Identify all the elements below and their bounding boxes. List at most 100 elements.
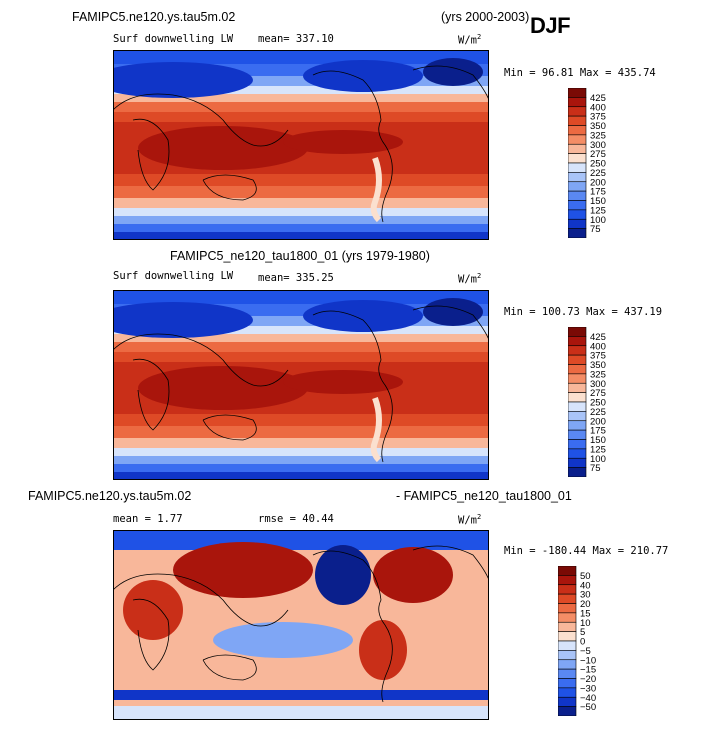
panel1-colorbar-box-14 [568, 218, 587, 229]
panel2-map-band [113, 326, 489, 334]
panel2-units-text: W/m [458, 273, 477, 286]
panel1-map-frame [113, 50, 489, 240]
panel3-units: W/m2 [458, 510, 481, 528]
panel2-colorbar-box-9 [568, 411, 587, 422]
panel2-colorbar-box-6 [568, 382, 587, 393]
panel2-colorbar-label: 200 [590, 416, 606, 427]
panel1-colorbar-box-7 [568, 153, 587, 164]
panel3-title-right: - FAMIPC5_ne120_tau1800_01 [396, 489, 572, 503]
panel3-colorbar-label: −15 [580, 665, 596, 676]
panel3-colorbar-box-11 [558, 668, 577, 679]
panel2-map-coastline [412, 305, 489, 341]
panel3-colorbar-label: 0 [580, 637, 585, 648]
panel1-map-cold-namerica [303, 60, 423, 92]
panel3-colorbar-box-1 [558, 575, 577, 586]
panel1-units-text: W/m [458, 34, 477, 47]
panel1-colorbar-label: 150 [590, 196, 606, 207]
panel1-colorbar-label: 225 [590, 168, 606, 179]
panel3-colorbar-label: −40 [580, 693, 596, 704]
panel1-colorbar-box-0 [568, 88, 587, 98]
panel1-map [113, 50, 489, 240]
panel1-colorbar-box-11 [568, 190, 587, 201]
panel1-colorbar-box-4 [568, 125, 587, 136]
panel1-map-band [113, 86, 489, 94]
panel2-colorbar-box-1 [568, 336, 587, 347]
panel2-map-band [113, 290, 489, 304]
panel2-colorbar-box-0 [568, 327, 587, 337]
panel2-colorbar-label: 350 [590, 360, 606, 371]
panel3-units-text: W/m [458, 514, 477, 527]
panel2-colorbar-box-5 [568, 373, 587, 384]
panel1-colorbar-label: 125 [590, 205, 606, 216]
panel2-map-band [113, 448, 489, 456]
panel2-map-warm-band [283, 370, 403, 394]
panel2-map-field [113, 290, 489, 480]
panel1-map-coastline [132, 118, 170, 191]
panel3-mean: mean = 1.77 [113, 513, 183, 525]
panel2-colorbar-label: 175 [590, 426, 606, 437]
panel2-colorbar-box-10 [568, 420, 587, 431]
panel1-colorbar-label: 200 [590, 177, 606, 188]
panel1-map-band [113, 102, 489, 112]
panel1-map-band [113, 232, 489, 240]
panel2-map-coastline [113, 333, 289, 387]
panel3-colorbar-label: −30 [580, 683, 596, 694]
panel1-colorbar: 4254003753503253002752502252001751501251… [568, 88, 606, 238]
panel2-map-band [113, 464, 489, 472]
panel1-colorbar-label: 300 [590, 140, 606, 151]
panel2-colorbar-box-8 [568, 401, 587, 412]
panel1-map-band [113, 76, 489, 86]
panel1-map-field [113, 50, 489, 240]
panel1-map-band [113, 174, 489, 186]
panel2-map-band [113, 352, 489, 362]
panel3-colorbar-label: −10 [580, 655, 596, 666]
panel3-map-coastline [132, 598, 170, 671]
panel2-colorbar-label: 325 [590, 369, 606, 380]
panel2-map-band [113, 426, 489, 438]
panel2-mean: mean= 335.25 [258, 272, 334, 284]
panel2-units: W/m2 [458, 269, 481, 287]
panel1-map-coastline [412, 65, 489, 101]
panel1-map-coastline [113, 93, 289, 147]
panel1-map-band [113, 198, 489, 208]
panel2-map-andes [370, 396, 382, 463]
panel2-colorbar-box-2 [568, 345, 587, 356]
panel1-map-cold-greenland [423, 58, 483, 86]
panel2-colorbar-label: 275 [590, 388, 606, 399]
panel1-map-band [113, 186, 489, 198]
panel1-colorbar-label: 100 [590, 215, 606, 226]
panel3-map-coastline [113, 573, 289, 627]
panel1-colorbar-box-15 [568, 228, 587, 238]
panel3-map-field [113, 530, 489, 720]
panel3-colorbar-box-4 [558, 603, 577, 614]
panel2-map [113, 290, 489, 480]
panel2-colorbar-label: 75 [590, 463, 601, 474]
panel2-colorbar-box-3 [568, 354, 587, 365]
panel3-map-southern-cold [113, 690, 489, 700]
panel1-colorbar-label: 425 [590, 93, 606, 104]
panel3-map-coastline [312, 550, 393, 703]
panel1-map-andes [370, 156, 382, 223]
season-label: DJF [530, 13, 571, 38]
panel3-colorbar-label: 5 [580, 627, 585, 638]
panel2-units-sup: 2 [476, 272, 482, 280]
panel1-units-sup: 2 [476, 33, 482, 41]
panel2-map-frame [113, 290, 489, 480]
panel2-map-band [113, 472, 489, 480]
panel1-colorbar-label: 275 [590, 149, 606, 160]
panel2-map-cold-namerica [303, 300, 423, 332]
panel3-colorbar-box-7 [558, 631, 577, 642]
panel2-map-warm-pool [138, 366, 308, 410]
panel3-map-coastline [202, 654, 257, 681]
panel3-colorbar-box-5 [558, 612, 577, 623]
panel1-colorbar-box-5 [568, 134, 587, 145]
panel3-colorbar-label: 20 [580, 599, 591, 610]
panel3-colorbar-label: −20 [580, 674, 596, 685]
panel1-colorbar-label: 325 [590, 130, 606, 141]
panel3-map-arctic [113, 530, 489, 550]
panel2-map-band [113, 342, 489, 352]
panel3-colorbar-label: −50 [580, 702, 596, 713]
panel2-map-band [113, 438, 489, 448]
panel3-colorbar-box-15 [558, 706, 577, 716]
